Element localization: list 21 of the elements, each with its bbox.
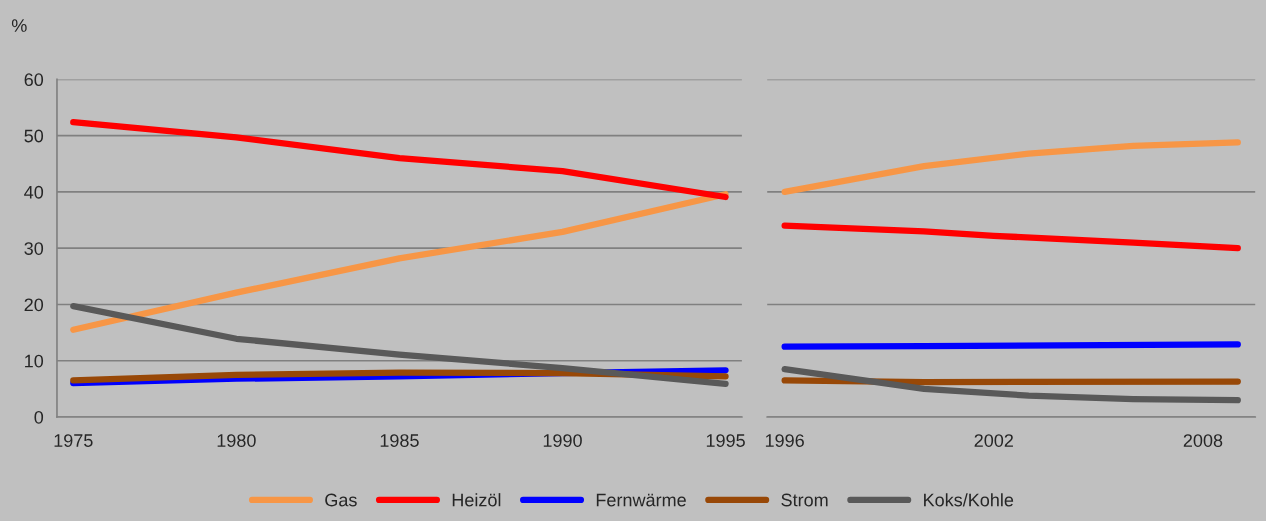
x-tick-label: 1990 xyxy=(543,434,582,447)
y-tick-label: 50 xyxy=(24,129,44,143)
x-tick-label: 1985 xyxy=(380,434,419,447)
y-tick-label: 30 xyxy=(24,242,44,255)
legend-label: Heizöl xyxy=(452,493,501,507)
x-tick-label: 1996 xyxy=(765,434,804,447)
x-tick-label: 1995 xyxy=(706,434,745,447)
legend-label: Strom xyxy=(781,493,828,507)
legend-label: Fernwärme xyxy=(596,493,686,507)
legend-label: Gas xyxy=(325,493,357,507)
legend-label: Koks/Kohle xyxy=(924,493,1014,507)
x-tick-label: 1975 xyxy=(54,434,93,447)
x-tick-label: 2002 xyxy=(974,434,1013,447)
y-tick-label: 40 xyxy=(24,185,44,199)
y-axis-title: % xyxy=(11,19,27,32)
y-tick-label: 60 xyxy=(24,73,44,87)
x-tick-label: 1980 xyxy=(217,434,256,447)
y-tick-label: 0 xyxy=(34,410,44,424)
y-tick-label: 10 xyxy=(25,354,44,368)
x-tick-label: 2008 xyxy=(1183,434,1223,447)
y-tick-label: 20 xyxy=(24,298,44,312)
